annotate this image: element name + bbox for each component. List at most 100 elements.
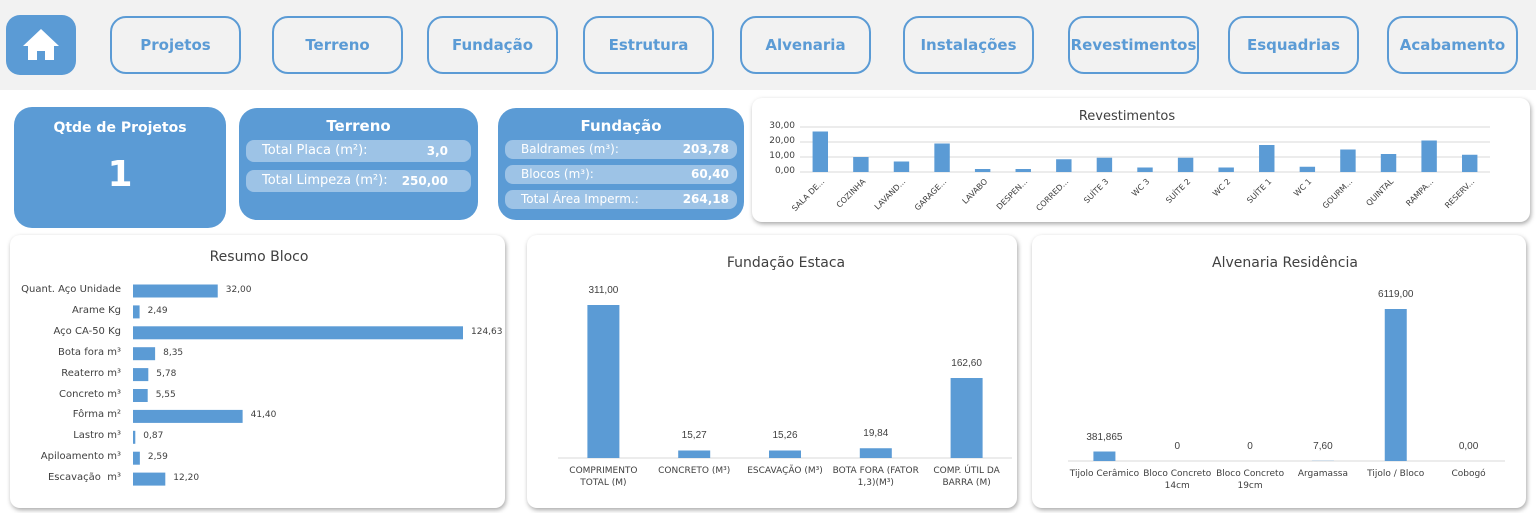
card-title: Terreno [326, 117, 391, 135]
data-label: 12,20 [173, 473, 200, 484]
data-label: 5,55 [155, 389, 176, 400]
data-label: 32,00 [225, 285, 252, 295]
bar [1259, 145, 1275, 172]
bar [974, 169, 991, 172]
bar [950, 378, 983, 458]
bar [1218, 167, 1234, 172]
data-label: 0 [1247, 441, 1253, 452]
data-label: 19,84 [863, 428, 889, 440]
data-label: 0 [1174, 441, 1181, 452]
bar [1461, 154, 1478, 172]
bar [1384, 309, 1407, 461]
data-label: 162,60 [951, 358, 982, 369]
x-tick-label: Tijolo Cerâmico [1069, 469, 1140, 479]
x-tick-label: COMP. ÚTIL DA BARRA (M) [933, 466, 1000, 488]
nav-button[interactable]: Projetos [110, 16, 241, 74]
nav-button[interactable]: Fundação [427, 16, 558, 74]
x-tick-label: Bloco Concreto 14cm [1143, 469, 1212, 491]
bar [769, 450, 801, 458]
y-tick-label: 10,00 [769, 151, 795, 161]
bar [893, 161, 910, 172]
data-label: 8,35 [163, 347, 184, 358]
card-row-label: Total Placa (m²): [262, 143, 368, 158]
card-title: Qtde de Projetos [53, 120, 187, 136]
x-tick-label: ESCAVAÇÃO (M³) [747, 466, 823, 476]
y-tick-label: Apiloamento m³ [40, 451, 121, 463]
x-tick-label: Tijolo / Bloco [1367, 469, 1425, 479]
nav-button[interactable]: Estrutura [583, 16, 714, 74]
card-row [505, 140, 737, 159]
revestimentos-panel [752, 98, 1530, 222]
y-tick-label: 20,00 [769, 136, 795, 146]
card-row-label: Total Limpeza (m²): [262, 173, 388, 188]
chart-title: Fundação Estaca [726, 255, 846, 271]
bar [1137, 167, 1153, 172]
data-label: 41,40 [250, 410, 277, 421]
data-label: 2,59 [147, 452, 168, 463]
home-icon [23, 29, 59, 60]
resumo-panel [10, 235, 505, 508]
x-tick-label: BOTA FORA (FATOR 1,3)(M³) [832, 466, 919, 488]
nav-button[interactable]: Alvenaria [740, 16, 871, 74]
card-row-label: Blocos (m³): [521, 167, 594, 181]
nav-button[interactable]: Instalações [903, 16, 1034, 74]
card-row-value: 60,40 [691, 167, 729, 181]
bar [587, 305, 620, 458]
y-tick-label: Escavação m³ [47, 472, 121, 484]
nav-button[interactable]: Terreno [272, 16, 403, 74]
nav-button[interactable]: Acabamento [1387, 16, 1518, 74]
bar [1093, 451, 1116, 461]
y-tick-label: Arame Kg [71, 304, 121, 316]
home-button[interactable] [6, 15, 76, 75]
bar [1299, 166, 1316, 172]
bar [133, 305, 140, 319]
y-tick-label: Bota fora m³ [57, 346, 121, 358]
bar [1340, 149, 1356, 172]
bar [133, 472, 166, 486]
card-row [246, 170, 471, 192]
card-row-value: 264,18 [682, 192, 729, 206]
bar [1421, 140, 1437, 172]
y-tick-label: Concreto m³ [59, 388, 121, 400]
y-tick-label: 0,00 [774, 166, 795, 176]
bar [934, 143, 950, 172]
data-label: 2,49 [147, 305, 168, 316]
bar [133, 430, 136, 444]
x-tick-label: Bloco Concreto 19cm [1216, 469, 1285, 491]
y-tick-label: 30,00 [769, 121, 795, 131]
bar [812, 131, 829, 172]
card-row [246, 140, 471, 162]
data-label: 15,27 [681, 430, 707, 442]
bar [1096, 157, 1113, 172]
data-label: 381,865 [1086, 431, 1123, 443]
bar [133, 451, 140, 465]
bar [1177, 157, 1194, 172]
y-tick-label: Lastro m³ [73, 430, 121, 442]
chart-title: Revestimentos [1078, 109, 1176, 124]
card-row-value: 250,00 [401, 174, 448, 188]
bar [859, 448, 892, 458]
data-label: 15,26 [772, 430, 798, 442]
card-row [505, 165, 737, 184]
data-label: 124,63 [471, 326, 503, 337]
bar [133, 368, 149, 382]
nav-button[interactable]: Revestimentos [1068, 16, 1199, 74]
bar [1380, 154, 1397, 172]
data-label: 7,60 [1313, 440, 1333, 452]
card-row-value: 3,0 [426, 144, 448, 158]
x-tick-label: Argamassa [1297, 469, 1348, 479]
bar [133, 409, 243, 423]
data-label: 0,87 [143, 431, 164, 442]
card [14, 107, 226, 228]
data-label: 6119,00 [1378, 289, 1414, 300]
x-tick-label: Cobogó [1451, 469, 1486, 479]
y-tick-label: Aço CA-50 Kg [53, 325, 121, 337]
alvenaria-panel [1032, 235, 1526, 508]
chart-title: Resumo Bloco [209, 249, 309, 265]
card-row-value: 203,78 [682, 142, 729, 156]
card-row-label: Total Área Imperm.: [521, 192, 639, 206]
y-tick-label: Fôrma m² [72, 409, 121, 421]
bar [853, 157, 869, 172]
nav-button[interactable]: Esquadrias [1228, 16, 1359, 74]
